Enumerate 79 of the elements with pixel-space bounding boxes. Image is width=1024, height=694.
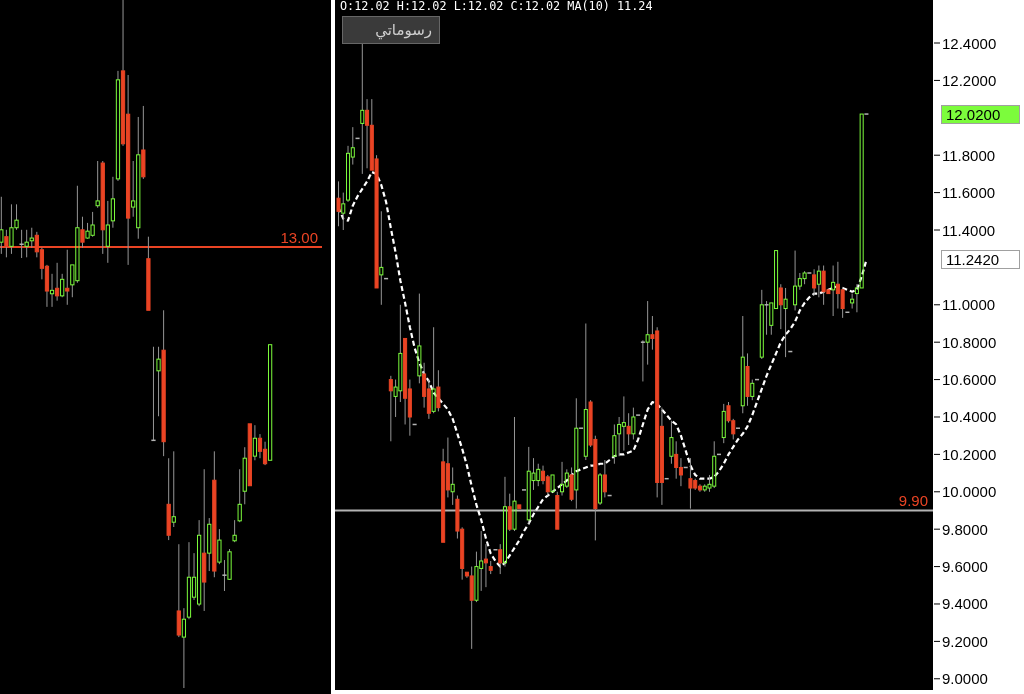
candlestick xyxy=(176,543,181,638)
candlestick xyxy=(171,450,176,528)
candlestick xyxy=(602,459,607,498)
candlestick xyxy=(783,287,788,358)
candlestick xyxy=(550,474,555,493)
candlestick xyxy=(560,461,565,497)
candlestick xyxy=(812,268,817,296)
candlestick xyxy=(678,457,683,487)
candlestick xyxy=(697,483,702,493)
candlestick xyxy=(212,450,217,578)
candlestick xyxy=(441,448,446,543)
candlestick xyxy=(517,504,522,510)
candlestick xyxy=(388,375,393,442)
candlestick xyxy=(793,250,798,311)
y-tick-label: 11.4000 xyxy=(942,221,996,239)
candlestick xyxy=(267,344,273,461)
chart-subtitle: O:12.02 H:12.02 L:12.02 C:12.02 MA(10) 11.24 xyxy=(340,0,653,13)
candlestick xyxy=(95,160,100,209)
y-tick-label: 9.0000 xyxy=(942,670,988,688)
candlestick xyxy=(24,229,29,258)
candlestick xyxy=(18,229,25,259)
candlestick xyxy=(640,341,646,382)
candlestick xyxy=(621,395,626,452)
annotation: 13.00 xyxy=(280,229,318,246)
y-tick-label: 10.4000 xyxy=(942,408,997,426)
candlestick xyxy=(688,457,693,510)
candlestick xyxy=(498,543,503,575)
candlestick xyxy=(166,457,171,541)
candlestick xyxy=(156,346,161,417)
y-tick-label: 10.8000 xyxy=(942,333,997,351)
text: 11.2420 xyxy=(941,250,1020,270)
candlestick xyxy=(202,468,207,612)
y-tick-label: 10.2000 xyxy=(942,445,997,463)
candlestick xyxy=(49,273,55,308)
y-tick-label: 9.8000 xyxy=(942,520,988,538)
candlestick xyxy=(379,210,384,306)
y-tick-label: 10.0000 xyxy=(942,483,997,501)
y-tick-label: 10.6000 xyxy=(942,371,997,389)
candlestick xyxy=(232,519,237,542)
y-tick-label: 9.6000 xyxy=(942,558,988,576)
y-tick-label: 12.2000 xyxy=(942,71,997,89)
candlestick xyxy=(763,300,770,336)
candlestick xyxy=(29,227,34,249)
line-series xyxy=(337,170,868,568)
candlestick xyxy=(745,352,750,407)
candlestick xyxy=(469,566,474,650)
candlestick xyxy=(598,472,603,506)
y-tick-label: 9.4000 xyxy=(942,595,988,613)
y-tick-label: 11.8000 xyxy=(942,146,996,164)
candlestick xyxy=(831,265,836,317)
candlestick xyxy=(365,98,370,169)
text: 12.0200 xyxy=(941,104,1020,124)
candlestick xyxy=(221,559,228,592)
candlestick xyxy=(483,543,488,588)
candlestick xyxy=(336,180,341,227)
candlestick xyxy=(674,440,679,480)
candlestick xyxy=(115,70,121,182)
candlestick xyxy=(54,262,60,302)
candlestick xyxy=(360,42,365,175)
y-tick-label: 11.0000 xyxy=(942,296,996,314)
y-tick-label: 11.6000 xyxy=(942,184,996,202)
candlestick xyxy=(141,105,146,180)
annotation: رسوماتي xyxy=(342,16,440,44)
candlestick xyxy=(403,337,408,425)
candlestick xyxy=(341,192,346,231)
candlestick xyxy=(247,423,252,487)
candlestick xyxy=(161,309,166,457)
candlestick xyxy=(0,196,4,255)
y-tick-label: 9.2000 xyxy=(942,632,988,650)
candlestick xyxy=(181,607,187,689)
candlestick xyxy=(436,369,441,412)
candlestick xyxy=(196,519,202,607)
candlestick xyxy=(262,441,268,465)
ref-line-label: 9.90 xyxy=(898,492,928,510)
candlestick xyxy=(346,145,351,203)
candlestick xyxy=(778,283,783,330)
y-tick-label: 12.4000 xyxy=(942,34,997,52)
candlestick xyxy=(65,249,70,306)
candlestick xyxy=(583,323,588,461)
